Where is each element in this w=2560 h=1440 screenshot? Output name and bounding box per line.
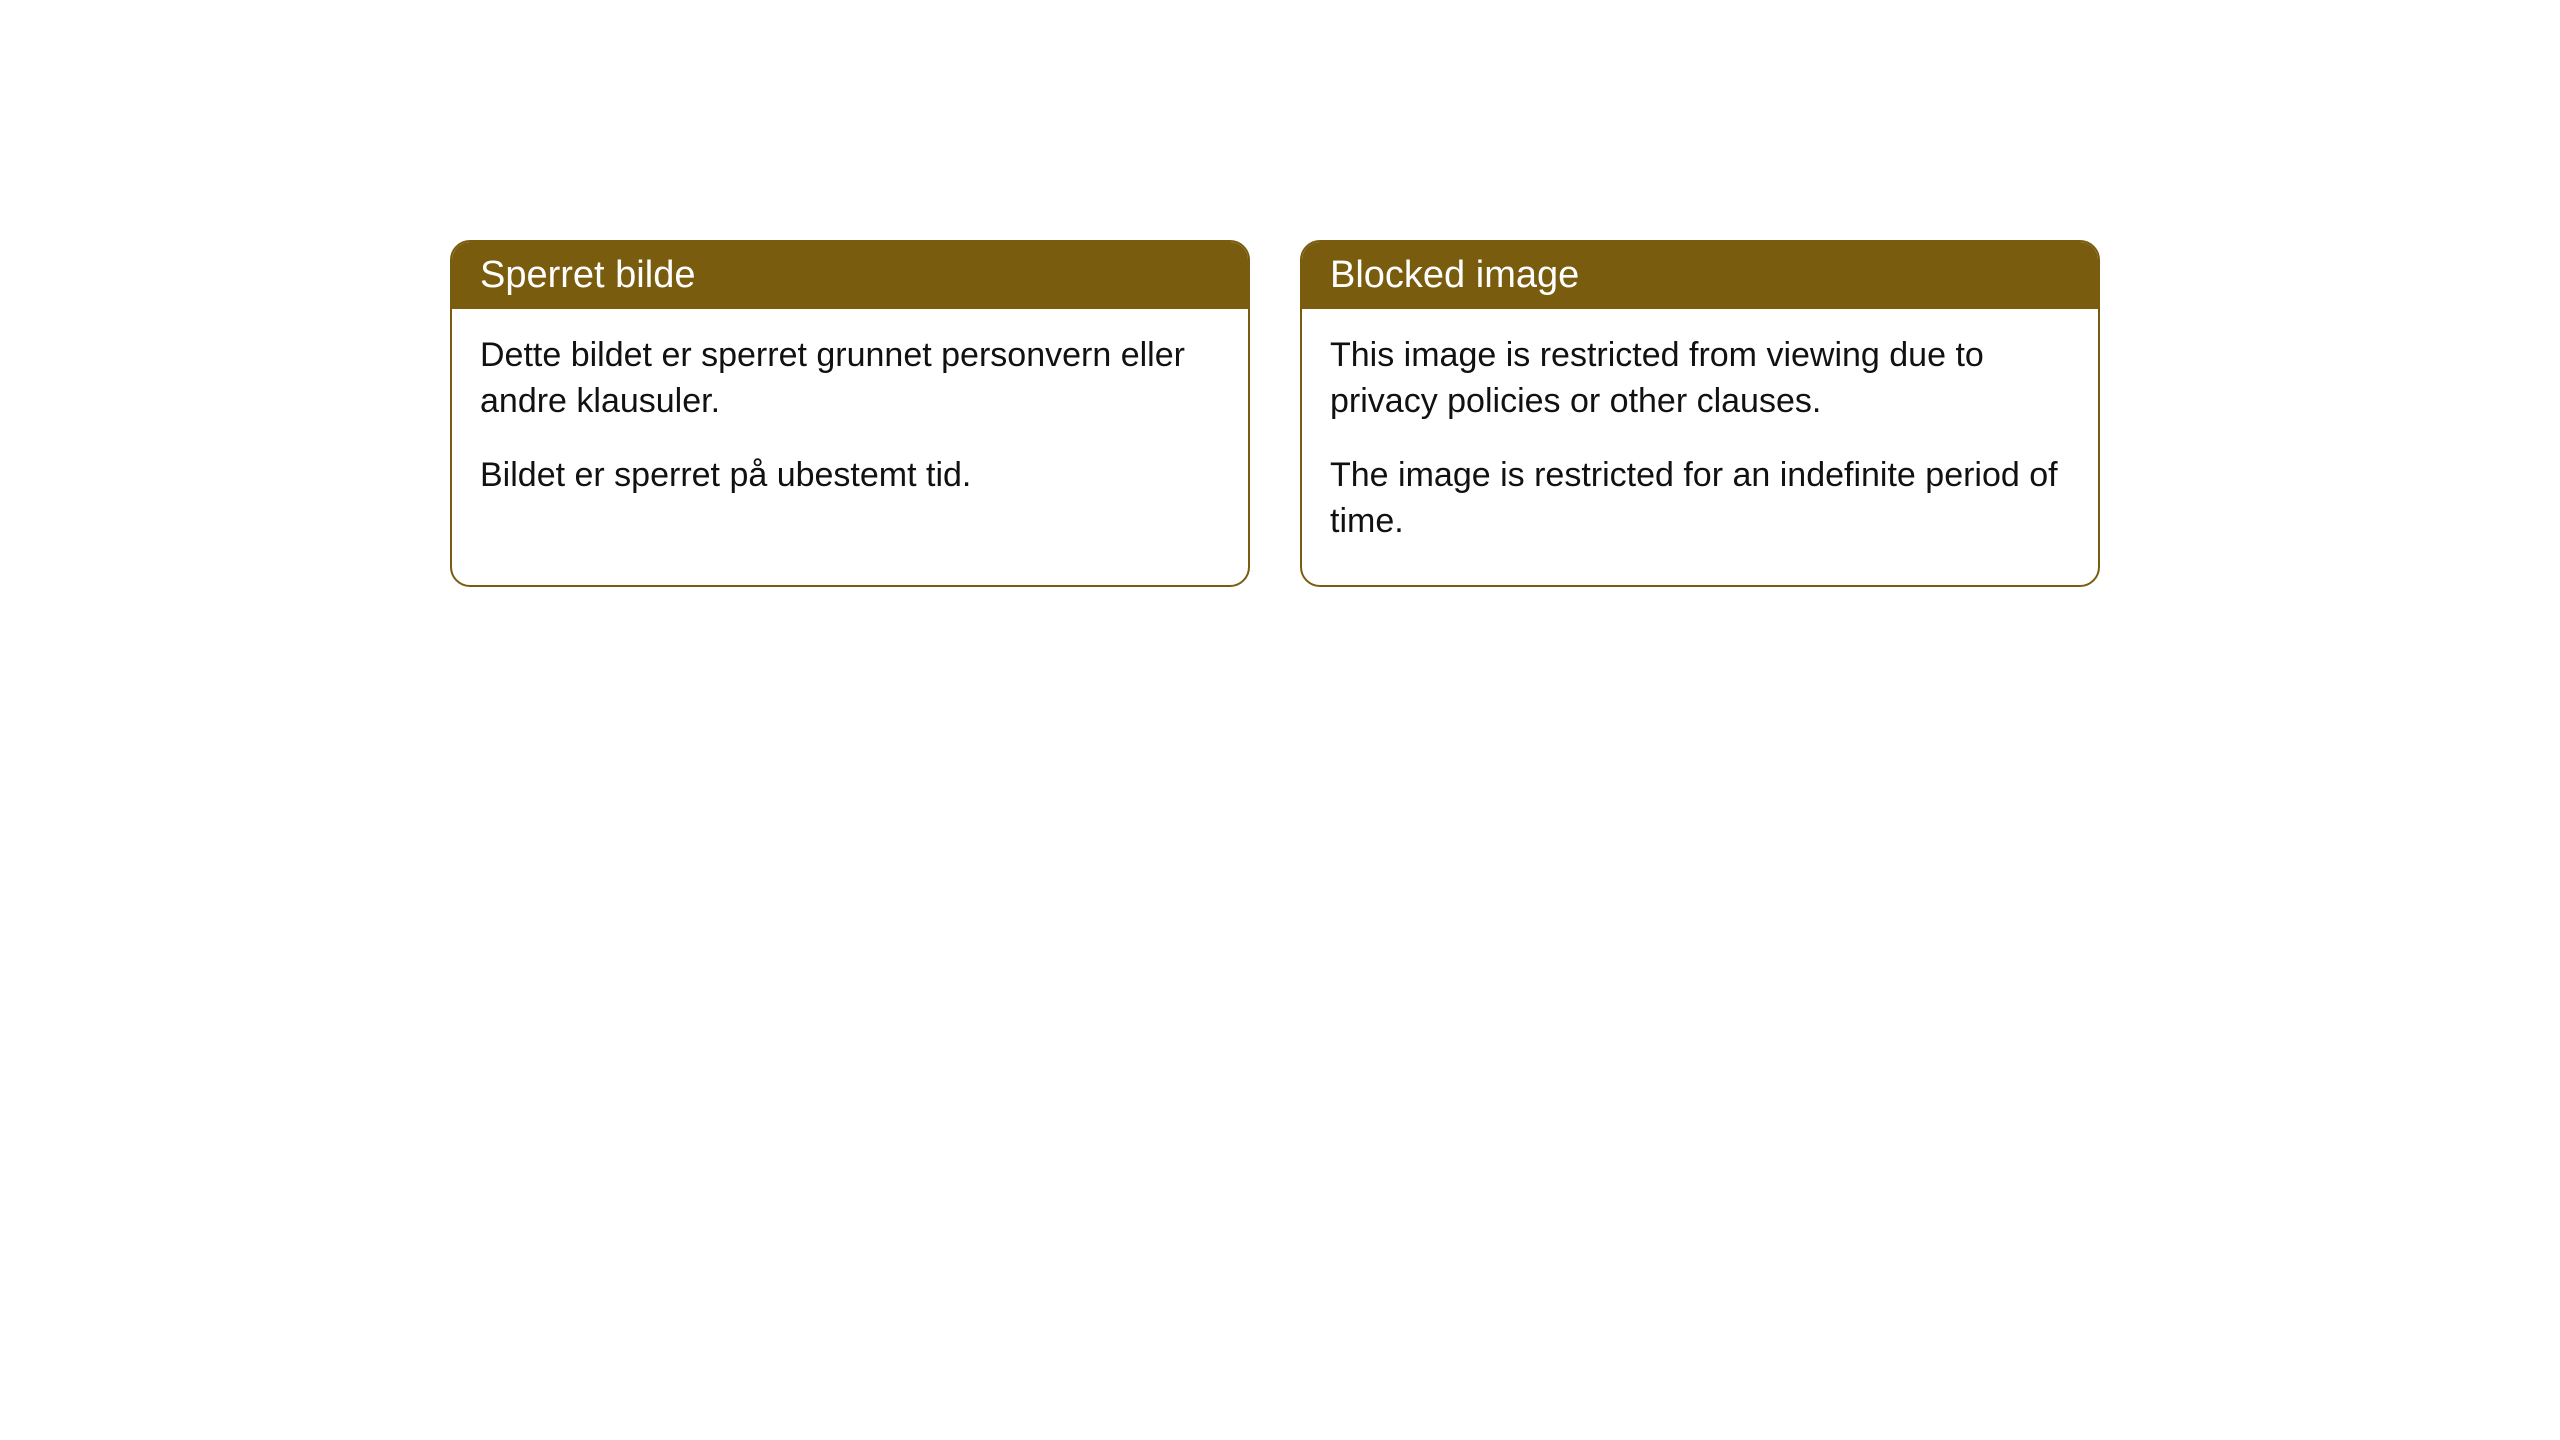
card-norwegian: Sperret bilde Dette bildet er sperret gr… [450,240,1250,587]
card-paragraph-2-norwegian: Bildet er sperret på ubestemt tid. [480,453,1220,499]
card-paragraph-1-english: This image is restricted from viewing du… [1330,333,2070,425]
card-paragraph-1-norwegian: Dette bildet er sperret grunnet personve… [480,333,1220,425]
card-header-english: Blocked image [1302,242,2098,309]
card-title-english: Blocked image [1330,254,1579,296]
card-body-english: This image is restricted from viewing du… [1302,309,2098,585]
card-header-norwegian: Sperret bilde [452,242,1248,309]
card-body-norwegian: Dette bildet er sperret grunnet personve… [452,309,1248,539]
card-english: Blocked image This image is restricted f… [1300,240,2100,587]
cards-container: Sperret bilde Dette bildet er sperret gr… [0,0,2560,587]
card-paragraph-2-english: The image is restricted for an indefinit… [1330,453,2070,545]
card-title-norwegian: Sperret bilde [480,254,695,296]
